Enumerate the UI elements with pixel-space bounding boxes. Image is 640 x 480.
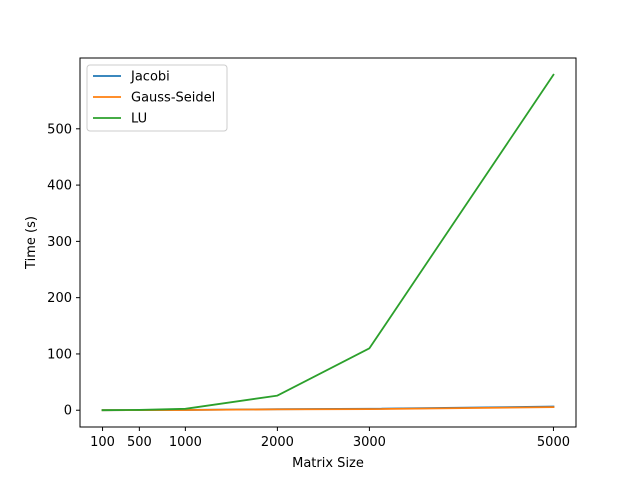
y-tick-label: 500 (47, 122, 72, 137)
x-tick-label: 1000 (169, 435, 202, 450)
plot-lines (101, 73, 555, 412)
series-line-lu (101, 73, 555, 412)
y-tick-label: 400 (47, 179, 72, 194)
x-tick-label: 3000 (353, 435, 386, 450)
plot-frame (79, 57, 577, 428)
y-tick-label: 0 (64, 404, 72, 419)
legend-label: LU (131, 112, 147, 127)
y-tick-label: 100 (47, 347, 72, 362)
legend: Jacobi Gauss-Seidel LU (86, 64, 228, 132)
x-tick-label: 5000 (537, 435, 570, 450)
x-tick-label: 2000 (261, 435, 294, 450)
x-tick-label: 500 (127, 435, 152, 450)
x-axis-title: Matrix Size (292, 456, 364, 471)
legend-box (86, 64, 228, 132)
legend-label: Gauss-Seidel (131, 91, 215, 106)
y-axis-ticks: 0 100 200 300 400 500 (47, 122, 80, 419)
y-tick-label: 300 (47, 235, 72, 250)
x-tick-label: 100 (90, 435, 115, 450)
y-axis-title: Time (s) (24, 216, 39, 270)
y-tick-label: 200 (47, 291, 72, 306)
legend-label: Jacobi (130, 70, 170, 85)
x-axis-ticks: 100 500 1000 2000 3000 5000 (90, 427, 570, 450)
